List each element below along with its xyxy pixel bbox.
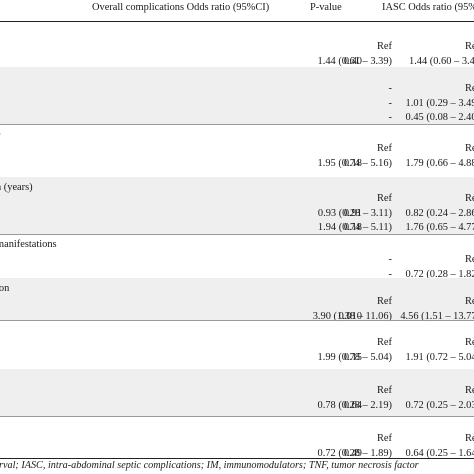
iasc-or-cell: Ref	[464, 143, 474, 154]
iasc-or-cell: 0.45 (0.08 – 2.40)	[405, 112, 474, 123]
header-rule	[0, 21, 474, 22]
overall-or-cell: Ref	[376, 337, 392, 348]
overall-or-cell: 0.93 (0.28 – 3.11)	[317, 207, 392, 219]
pvalue-cell: 0.64	[343, 399, 362, 411]
iasc-or-cell: 0.72 (0.28 – 1.82)	[405, 268, 474, 280]
iasc-or-cell: Ref	[464, 254, 474, 265]
header-pvalue: P-value	[310, 2, 342, 13]
row-group-band	[0, 67, 474, 124]
pvalue-cell: 0.010	[338, 310, 362, 322]
overall-or-cell: -	[388, 97, 392, 109]
iasc-or-cell: 0.64 (0.25 – 1.64)	[405, 447, 474, 459]
overall-or-cell: Ref	[376, 143, 392, 154]
overall-or-cell: -	[388, 83, 392, 94]
iasc-or-cell: Ref	[464, 193, 474, 204]
overall-or-cell: Ref	[376, 41, 392, 52]
pvalue-cell: 0.15	[343, 351, 362, 363]
overall-or-cell: 0.72 (0.28 – 1.89)	[317, 447, 392, 459]
variable-label: manifestations	[0, 239, 57, 250]
iasc-or-cell: Ref	[464, 337, 474, 348]
row-divider	[0, 416, 474, 417]
iasc-or-cell: 4.56 (1.51 – 13.77)	[400, 310, 474, 322]
row-group-band	[0, 278, 474, 320]
overall-or-cell: Ref	[376, 433, 392, 444]
overall-or-cell: 1.94 (0.74 – 5.11)	[317, 222, 392, 233]
overall-or-cell: Ref	[376, 193, 392, 204]
iasc-or-cell: 0.72 (0.25 – 2.03)	[405, 399, 474, 411]
row-group-band	[0, 177, 474, 234]
iasc-or-cell: 1.01 (0.29 – 3.49)	[405, 97, 474, 109]
overall-or-cell: -	[388, 254, 392, 265]
iasc-or-cell: Ref	[464, 41, 474, 52]
table-bottom-rule	[0, 458, 474, 459]
row-divider	[0, 124, 474, 125]
overall-or-cell: Ref	[376, 296, 392, 307]
pvalue-cell: 0.18	[343, 222, 362, 233]
overall-or-cell: 1.99 (0.78 – 5.04)	[317, 351, 392, 363]
row-group-band	[0, 369, 474, 416]
iasc-or-cell: 1.44 (0.60 – 3.47	[409, 55, 474, 67]
iasc-or-cell: 1.76 (0.65 – 4.77)	[405, 222, 474, 233]
variable-label: ion	[0, 283, 10, 294]
pvalue-cell: 0.49	[343, 447, 362, 459]
overall-or-cell: -	[388, 268, 392, 280]
row-divider	[0, 234, 474, 235]
pvalue-cell: 0.18	[343, 157, 362, 169]
overall-or-cell: 1.95 (0.74 – 5.16)	[317, 157, 392, 169]
header-iasc: IASC Odds ratio (95%	[382, 2, 474, 13]
iasc-or-cell: 1.91 (0.72 – 5.04)	[405, 351, 474, 363]
overall-or-cell: 1.44 (0.61 – 3.39)	[317, 55, 392, 67]
overall-or-cell: 3.90 (1.38 – 11.06)	[312, 310, 392, 322]
overall-or-cell: -	[388, 112, 392, 123]
overall-or-cell: Ref	[376, 385, 392, 396]
variable-label: e	[0, 129, 1, 141]
row-divider	[0, 320, 474, 321]
overall-or-cell: 0.78 (0.28 – 2.19)	[317, 399, 392, 411]
variable-label: n (years)	[0, 182, 33, 193]
pvalue-cell: 0.91	[343, 207, 362, 219]
iasc-or-cell: Ref	[464, 433, 474, 444]
iasc-or-cell: 0.82 (0.24 – 2.86)	[405, 207, 474, 219]
iasc-or-cell: Ref	[464, 385, 474, 396]
iasc-or-cell: Ref	[464, 296, 474, 307]
pvalue-cell: 0.40	[343, 55, 362, 67]
footnote: rval; IASC, intra-abdominal septic compl…	[0, 460, 419, 471]
iasc-or-cell: 1.79 (0.66 – 4.88)	[405, 157, 474, 169]
iasc-or-cell: Ref	[464, 83, 474, 94]
header-overall: Overall complications Odds ratio (95%CI)	[92, 2, 270, 13]
